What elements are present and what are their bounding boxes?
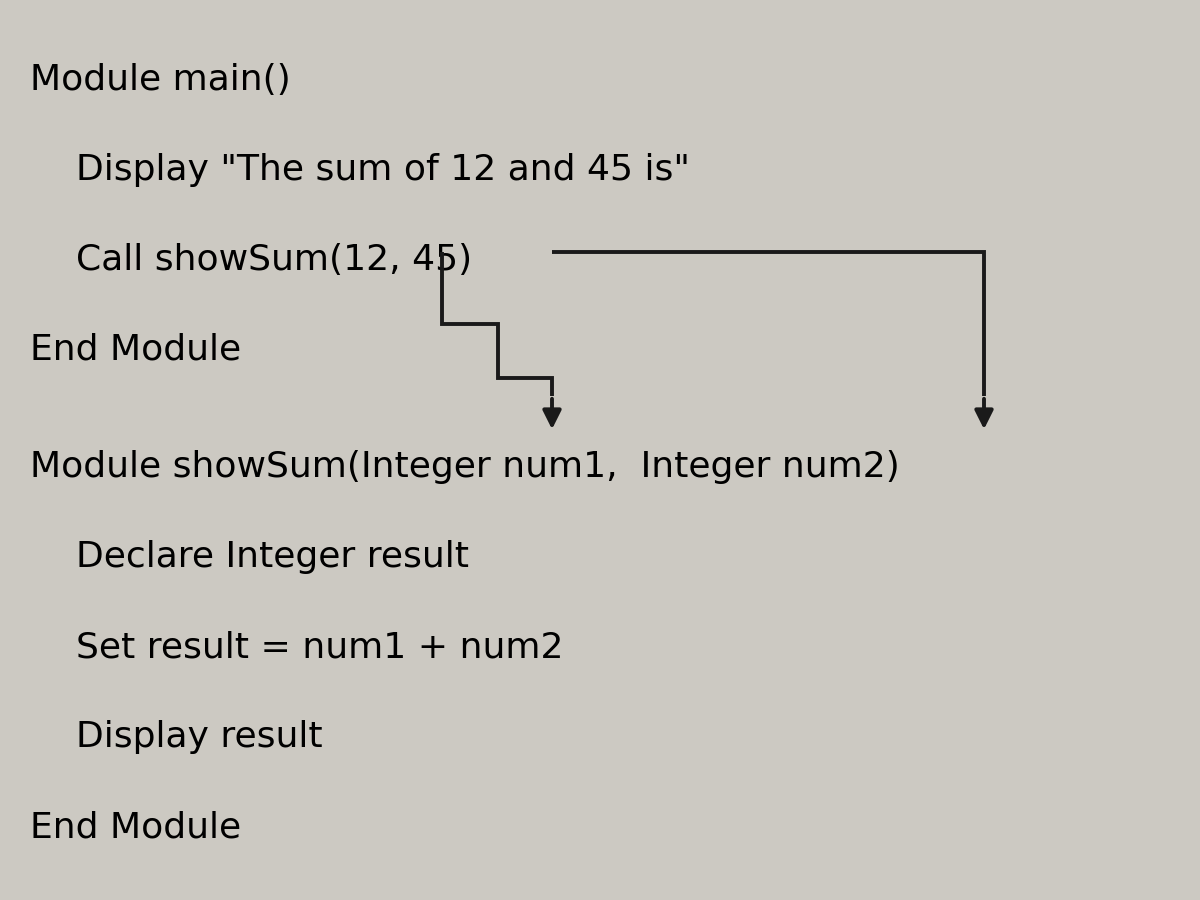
Text: Module showSum(Integer num1,  Integer num2): Module showSum(Integer num1, Integer num… (30, 450, 900, 484)
Text: Set result = num1 + num2: Set result = num1 + num2 (30, 630, 564, 664)
Text: Display result: Display result (30, 720, 323, 754)
Text: End Module: End Module (30, 333, 241, 367)
Text: End Module: End Module (30, 810, 241, 844)
Text: Declare Integer result: Declare Integer result (30, 540, 469, 574)
Text: Display "The sum of 12 and 45 is": Display "The sum of 12 and 45 is" (30, 153, 690, 187)
Text: Call showSum(12, 45): Call showSum(12, 45) (30, 243, 472, 277)
Text: Module main(): Module main() (30, 63, 290, 97)
